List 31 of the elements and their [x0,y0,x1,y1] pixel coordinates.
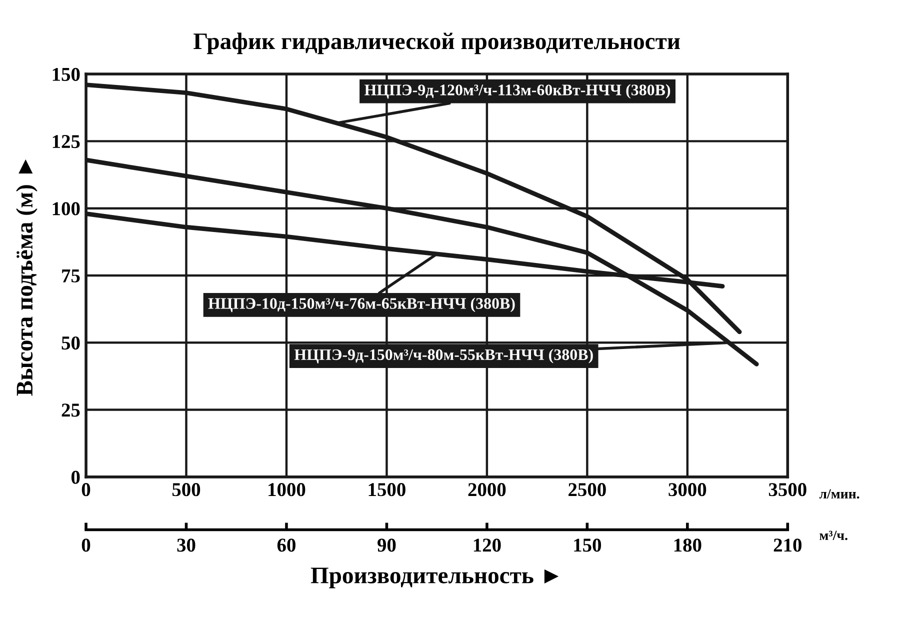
y-tick-label: 100 [52,202,80,216]
x2-tick-label: 180 [674,538,702,552]
x2-tick-label: 0 [82,538,90,552]
x-tick-label: 2000 [468,483,506,496]
x-tick-label: 1500 [368,483,406,496]
x2-tick-label: 150 [574,538,602,552]
y-tick-label: 150 [52,68,80,81]
x-tick-label: 3500 [768,483,806,496]
x-tick-label: 1000 [268,483,306,496]
y-tick-label: 0 [71,470,80,484]
series-label: НЦПЭ-9д-120м³/ч-113м-60кВт-НЧЧ (380В) [364,84,670,99]
x2-tick-label: 30 [177,538,196,552]
y-axis-title: Высота подъёма (м) ► [16,159,38,396]
text: м³/ч. [820,530,848,540]
text: НЦПЭ-9д-150м³/ч-80м-55кВт-НЧЧ (380В) [294,348,593,364]
x2-tick-label: 120 [474,538,501,552]
chart-title: График гидравлической производительности [194,32,680,54]
y-tick-label: 50 [62,336,80,350]
text: л/мин. [819,489,860,499]
x-tick-label: 3000 [668,483,706,496]
x2-tick-label: 210 [774,538,802,552]
y-tick-label: 25 [62,404,80,417]
x2-tick-label: 90 [378,538,396,552]
x-tick-label: 2500 [568,483,606,496]
y-tick-label: 75 [62,270,80,282]
x-tick-label: 0 [82,483,90,496]
x-tick-label: 500 [172,483,200,496]
x-axis-title: Производительность ► [310,568,559,588]
text: НЦПЭ-10д-150м³/ч-76м-65кВт-НЧЧ (380В) [208,298,515,312]
y-tick-label: 125 [52,135,80,148]
x2-tick-label: 60 [277,538,296,552]
